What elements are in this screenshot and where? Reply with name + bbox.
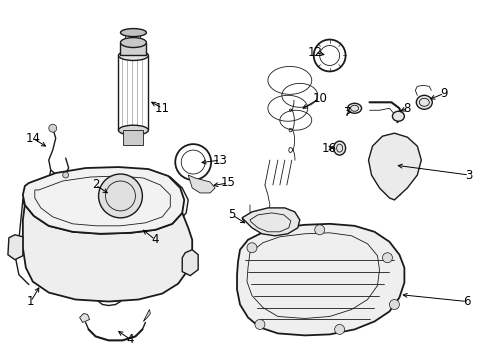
- Ellipse shape: [120, 37, 146, 48]
- Ellipse shape: [118, 50, 148, 60]
- Text: 12: 12: [306, 46, 322, 59]
- Polygon shape: [242, 208, 299, 236]
- Text: 16: 16: [322, 141, 337, 155]
- Text: 14: 14: [25, 132, 40, 145]
- Polygon shape: [143, 310, 150, 321]
- Text: 4: 4: [126, 333, 134, 346]
- Ellipse shape: [415, 95, 431, 109]
- Text: 9: 9: [440, 87, 447, 100]
- Text: 2: 2: [92, 179, 99, 192]
- Text: 5: 5: [228, 208, 235, 221]
- Polygon shape: [182, 250, 198, 276]
- Ellipse shape: [347, 103, 361, 113]
- Circle shape: [388, 300, 399, 310]
- Ellipse shape: [118, 125, 148, 135]
- Circle shape: [314, 225, 324, 235]
- Circle shape: [246, 243, 256, 253]
- Polygon shape: [23, 205, 192, 302]
- Text: 7: 7: [343, 106, 351, 119]
- Circle shape: [334, 324, 344, 334]
- Polygon shape: [23, 168, 188, 234]
- Text: 1: 1: [27, 295, 35, 308]
- Ellipse shape: [392, 111, 404, 121]
- Text: 13: 13: [212, 154, 227, 167]
- Polygon shape: [8, 235, 23, 260]
- Polygon shape: [237, 224, 404, 336]
- Text: 10: 10: [312, 92, 326, 105]
- Polygon shape: [123, 130, 143, 145]
- Ellipse shape: [120, 28, 146, 37]
- Circle shape: [62, 172, 68, 178]
- Polygon shape: [188, 175, 215, 193]
- Circle shape: [382, 253, 392, 263]
- Polygon shape: [368, 133, 421, 200]
- Circle shape: [254, 319, 264, 329]
- Circle shape: [49, 124, 57, 132]
- Text: 8: 8: [403, 102, 410, 115]
- Text: 3: 3: [465, 168, 472, 181]
- Text: 4: 4: [151, 233, 159, 246]
- Polygon shape: [120, 42, 146, 55]
- Text: 15: 15: [220, 176, 235, 189]
- Polygon shape: [80, 314, 89, 323]
- Polygon shape: [23, 167, 184, 234]
- Ellipse shape: [333, 141, 345, 155]
- Text: 6: 6: [463, 295, 470, 308]
- Text: 11: 11: [155, 102, 169, 115]
- Circle shape: [99, 174, 142, 218]
